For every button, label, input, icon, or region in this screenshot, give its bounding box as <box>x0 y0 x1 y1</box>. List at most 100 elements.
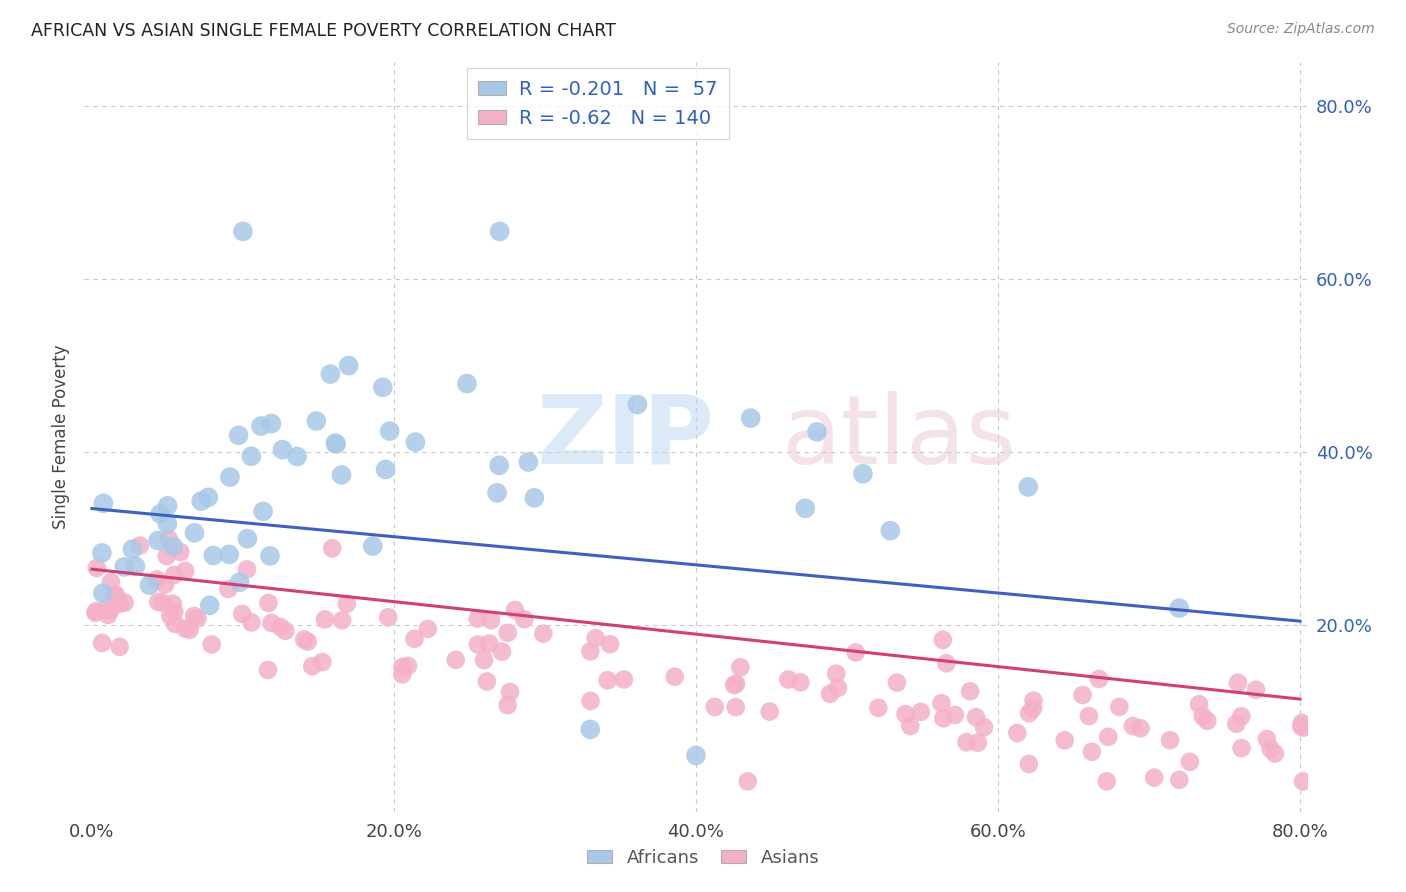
Point <box>105 591 128 606</box>
Point <box>1292 721 1315 735</box>
Point <box>685 748 707 763</box>
Point <box>183 525 205 540</box>
Point <box>371 380 394 394</box>
Point <box>496 625 519 640</box>
Point <box>1191 709 1213 723</box>
Point <box>531 626 554 640</box>
Point <box>257 663 280 677</box>
Point <box>156 549 179 564</box>
Point <box>190 494 212 508</box>
Point <box>260 615 283 630</box>
Point <box>236 562 259 576</box>
Point <box>740 411 762 425</box>
Point <box>297 634 319 648</box>
Point <box>486 486 509 500</box>
Point <box>228 428 250 442</box>
Point <box>579 723 602 737</box>
Point <box>1053 733 1076 747</box>
Text: ZIP: ZIP <box>537 391 714 483</box>
Point <box>198 599 221 613</box>
Point <box>330 613 353 627</box>
Point <box>943 707 966 722</box>
Point <box>219 470 242 484</box>
Point <box>513 612 536 626</box>
Point <box>596 673 619 688</box>
Point <box>112 560 135 574</box>
Point <box>146 573 169 587</box>
Point <box>1018 706 1040 721</box>
Point <box>404 632 426 646</box>
Point <box>479 613 502 627</box>
Point <box>121 542 143 557</box>
Point <box>336 597 359 611</box>
Point <box>378 424 401 438</box>
Point <box>488 224 510 238</box>
Point <box>391 660 413 674</box>
Point <box>197 491 219 505</box>
Point <box>96 602 118 616</box>
Point <box>84 606 107 620</box>
Point <box>806 425 828 439</box>
Point <box>626 397 648 411</box>
Point <box>517 455 540 469</box>
Point <box>965 710 987 724</box>
Point <box>825 666 848 681</box>
Point <box>789 675 811 690</box>
Point <box>98 604 121 618</box>
Point <box>100 575 122 590</box>
Point <box>391 667 413 681</box>
Point <box>236 532 259 546</box>
Point <box>898 719 921 733</box>
Point <box>852 467 875 481</box>
Point <box>396 658 419 673</box>
Point <box>162 540 184 554</box>
Point <box>314 612 336 626</box>
Point <box>966 736 988 750</box>
Point <box>1129 721 1152 735</box>
Point <box>104 588 127 602</box>
Point <box>404 435 426 450</box>
Point <box>475 674 498 689</box>
Point <box>932 632 955 647</box>
Point <box>599 637 621 651</box>
Point <box>1017 480 1039 494</box>
Point <box>174 564 197 578</box>
Point <box>186 611 208 625</box>
Point <box>250 419 273 434</box>
Point <box>84 604 107 618</box>
Point <box>1077 709 1099 723</box>
Text: atlas: atlas <box>782 391 1017 483</box>
Point <box>703 700 725 714</box>
Point <box>152 596 174 610</box>
Point <box>156 516 179 531</box>
Point <box>260 417 283 431</box>
Point <box>973 720 995 734</box>
Point <box>305 414 328 428</box>
Point <box>148 595 170 609</box>
Point <box>129 539 152 553</box>
Point <box>585 631 607 645</box>
Point <box>723 678 745 692</box>
Point <box>114 596 136 610</box>
Point <box>818 687 841 701</box>
Point <box>231 607 253 621</box>
Point <box>467 611 489 625</box>
Point <box>1225 716 1247 731</box>
Point <box>228 575 250 590</box>
Point <box>257 596 280 610</box>
Point <box>285 450 308 464</box>
Point <box>240 615 263 630</box>
Point <box>1095 774 1118 789</box>
Legend: R = -0.201   N =  57, R = -0.62   N = 140: R = -0.201 N = 57, R = -0.62 N = 140 <box>467 69 730 139</box>
Point <box>163 568 186 582</box>
Point <box>274 624 297 638</box>
Point <box>868 701 890 715</box>
Point <box>456 376 478 391</box>
Point <box>496 698 519 713</box>
Point <box>724 676 747 690</box>
Point <box>1007 726 1029 740</box>
Point <box>1097 730 1119 744</box>
Point <box>491 645 513 659</box>
Point <box>664 670 686 684</box>
Point <box>1022 701 1045 715</box>
